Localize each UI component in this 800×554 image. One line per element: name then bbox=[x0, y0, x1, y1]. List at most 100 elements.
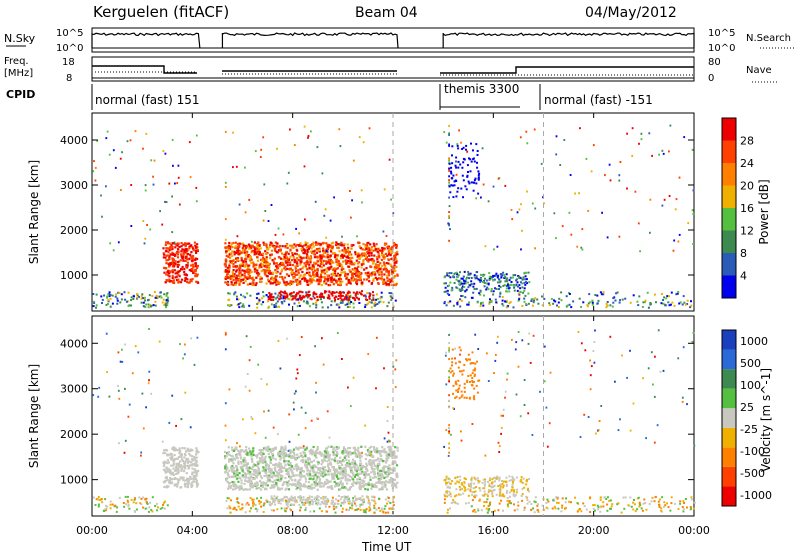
range-gate-cell bbox=[169, 472, 172, 475]
range-gate-cell bbox=[298, 475, 301, 478]
range-gate-cell bbox=[238, 244, 241, 248]
range-gate-cell bbox=[547, 500, 550, 503]
range-gate-cell bbox=[284, 448, 287, 451]
range-gate-cell bbox=[92, 170, 95, 173]
range-gate-cell bbox=[236, 453, 239, 456]
range-gate-cell bbox=[236, 274, 239, 277]
range-gate-cell bbox=[632, 294, 635, 297]
range-gate-cell bbox=[170, 280, 173, 283]
range-gate-cell bbox=[651, 496, 654, 499]
range-gate-cell bbox=[512, 306, 515, 309]
range-gate-cell bbox=[306, 469, 309, 472]
range-gate-cell bbox=[269, 254, 272, 257]
range-gate-cell bbox=[389, 445, 392, 448]
range-gate-cell bbox=[245, 276, 248, 279]
range-gate-cell bbox=[337, 274, 340, 277]
range-gate-cell bbox=[174, 246, 177, 249]
range-gate-cell bbox=[618, 301, 621, 304]
range-gate-cell bbox=[336, 447, 339, 450]
range-gate-cell bbox=[282, 452, 285, 455]
range-gate-cell bbox=[315, 480, 318, 483]
range-gate-cell bbox=[367, 251, 370, 255]
range-gate-cell bbox=[663, 296, 666, 299]
range-gate-cell bbox=[166, 297, 169, 300]
range-gate-cell bbox=[108, 295, 111, 298]
range-gate-cell bbox=[506, 284, 509, 286]
y-tick-label: 1000 bbox=[60, 269, 88, 282]
range-gate-cell bbox=[360, 455, 363, 458]
range-gate-cell bbox=[452, 304, 455, 307]
range-gate-cell bbox=[527, 271, 530, 274]
range-gate-cell bbox=[315, 466, 318, 469]
range-gate-cell bbox=[266, 449, 270, 452]
range-gate-cell bbox=[183, 248, 186, 252]
range-gate-cell bbox=[153, 291, 156, 293]
range-gate-cell bbox=[480, 278, 483, 281]
range-gate-cell bbox=[375, 485, 378, 488]
range-gate-cell bbox=[192, 265, 195, 268]
range-gate-cell bbox=[359, 509, 362, 511]
range-gate-cell bbox=[345, 260, 348, 263]
range-gate-cell bbox=[224, 262, 227, 265]
range-gate-cell bbox=[320, 510, 323, 513]
range-gate-cell bbox=[340, 241, 343, 244]
range-gate-cell bbox=[333, 272, 336, 275]
range-gate-cell bbox=[463, 158, 466, 161]
range-gate-cell bbox=[649, 302, 652, 304]
range-gate-cell bbox=[333, 480, 336, 483]
range-gate-cell bbox=[470, 280, 473, 283]
range-gate-cell bbox=[243, 269, 246, 272]
range-gate-cell bbox=[304, 278, 307, 281]
range-gate-cell bbox=[241, 305, 244, 308]
range-gate-cell bbox=[330, 292, 333, 295]
range-gate-cell bbox=[693, 501, 696, 504]
range-gate-cell bbox=[291, 479, 294, 482]
range-gate-cell bbox=[194, 257, 198, 260]
range-gate-cell bbox=[516, 281, 519, 284]
range-gate-cell bbox=[336, 263, 339, 266]
range-gate-cell bbox=[238, 252, 241, 255]
range-gate-cell bbox=[340, 291, 343, 294]
range-gate-cell bbox=[302, 251, 305, 255]
range-gate-cell bbox=[303, 262, 306, 265]
range-gate-cell bbox=[115, 293, 118, 296]
range-gate-cell bbox=[171, 195, 173, 198]
freq-unit-label: [MHz] bbox=[4, 68, 33, 79]
range-gate-cell bbox=[367, 271, 370, 274]
range-gate-cell bbox=[464, 280, 467, 283]
range-gate-cell bbox=[261, 259, 264, 262]
range-gate-cell bbox=[239, 275, 242, 278]
range-gate-cell bbox=[356, 449, 359, 452]
range-gate-cell bbox=[302, 265, 305, 268]
range-gate-cell bbox=[258, 266, 261, 269]
range-gate-cell bbox=[165, 299, 168, 301]
range-gate-cell bbox=[168, 249, 171, 252]
range-gate-cell bbox=[262, 504, 265, 507]
range-gate-cell bbox=[354, 278, 357, 281]
range-gate-cell bbox=[523, 509, 526, 512]
range-gate-cell bbox=[383, 257, 386, 260]
range-gate-cell bbox=[376, 298, 379, 301]
range-gate-cell bbox=[300, 459, 303, 462]
range-gate-cell bbox=[168, 275, 171, 278]
range-gate-cell bbox=[318, 276, 321, 279]
range-gate-cell bbox=[259, 247, 262, 250]
range-gate-cell bbox=[472, 510, 475, 513]
range-gate-cell bbox=[597, 299, 600, 302]
range-gate-cell bbox=[258, 244, 261, 247]
range-gate-cell bbox=[297, 258, 300, 262]
range-gate-cell bbox=[382, 301, 385, 304]
range-gate-cell bbox=[179, 259, 182, 262]
range-gate-cell bbox=[611, 503, 614, 506]
range-gate-cell bbox=[461, 174, 464, 177]
range-gate-cell bbox=[246, 468, 250, 471]
range-gate-cell bbox=[349, 258, 352, 261]
range-gate-cell bbox=[363, 248, 366, 251]
range-gate-cell bbox=[245, 462, 248, 465]
range-gate-cell bbox=[383, 467, 386, 470]
range-gate-cell bbox=[677, 240, 680, 243]
range-gate-cell bbox=[449, 300, 452, 303]
range-gate-cell bbox=[658, 153, 660, 156]
range-gate-cell bbox=[454, 502, 457, 505]
range-gate-cell bbox=[290, 475, 293, 478]
